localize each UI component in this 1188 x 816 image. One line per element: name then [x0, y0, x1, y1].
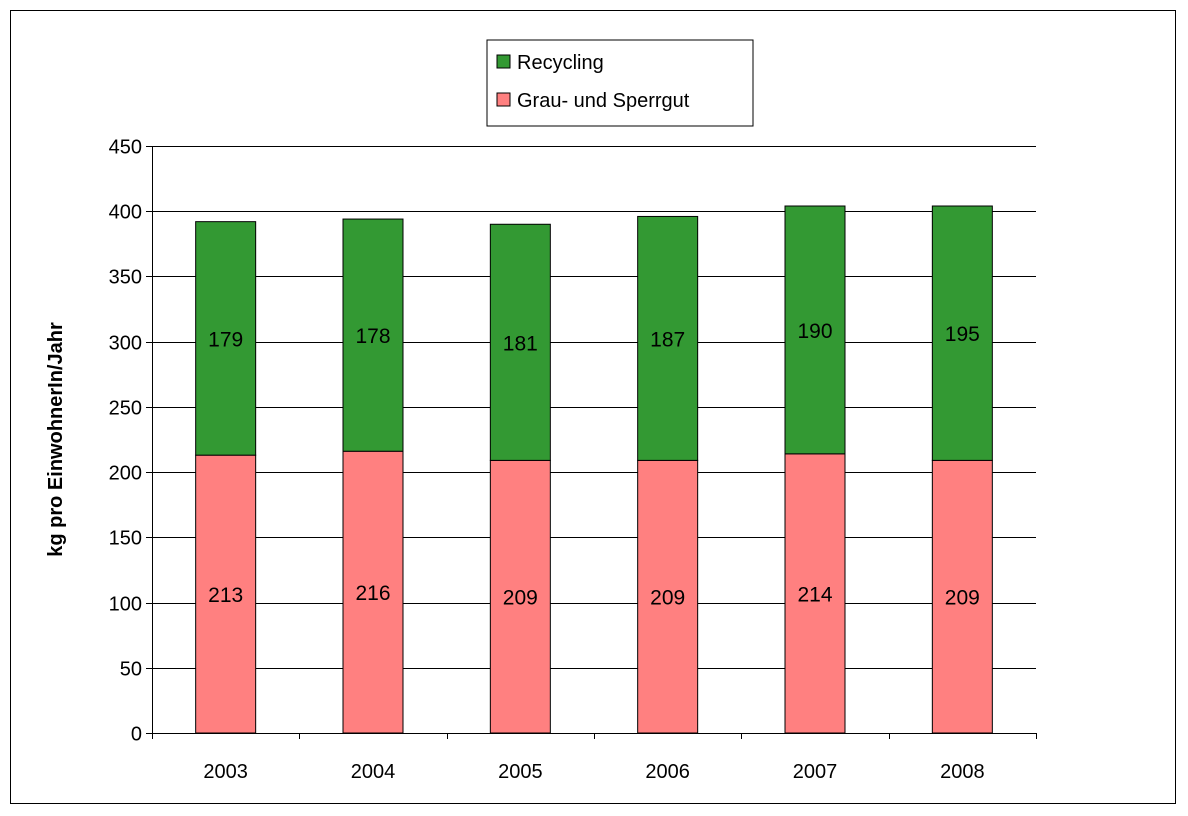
legend-swatch-grau-und-sperrgut — [496, 92, 511, 107]
data-label: 209 — [650, 587, 685, 610]
y-tick-label: 250 — [109, 398, 142, 420]
data-label: 216 — [355, 582, 390, 605]
bar-recycling-2005 — [489, 223, 551, 461]
bar-recycling-2006 — [637, 215, 699, 461]
x-tick-label: 2008 — [940, 761, 985, 783]
bar-grau-und-sperrgut-2007 — [784, 453, 846, 734]
data-label: 181 — [503, 332, 538, 355]
y-tick-label: 400 — [109, 202, 142, 224]
data-label: 195 — [945, 323, 980, 346]
x-tick-label: 2004 — [351, 761, 396, 783]
y-tick-label: 100 — [109, 594, 142, 616]
bar-recycling-2004 — [342, 218, 404, 452]
y-tick-label: 0 — [131, 724, 142, 746]
legend: Recycling Grau- und Sperrgut — [486, 39, 754, 127]
data-label: 214 — [797, 583, 832, 606]
bar-grau-und-sperrgut-2006 — [637, 459, 699, 734]
data-label: 187 — [650, 328, 685, 351]
bars: 213 179 216 178 209 181 209 187 214 190 209 195 — [195, 205, 993, 734]
gridlines — [152, 146, 1036, 733]
y-tick-label: 300 — [109, 333, 142, 355]
data-label: 179 — [208, 328, 243, 351]
axes: 0 50 100 150 200 250 300 350 400 450 2003 2004 2005 2… — [109, 137, 1037, 783]
chart: 213 179 216 178 209 181 209 187 214 190 209 195 0 50… — [10, 10, 1176, 804]
bar-recycling-2007 — [784, 205, 846, 455]
y-tick-label: 450 — [109, 137, 142, 159]
bar-grau-und-sperrgut-2004 — [342, 450, 404, 734]
bar-grau-und-sperrgut-2008 — [931, 459, 993, 734]
data-label: 209 — [503, 587, 538, 610]
legend-label: Recycling — [517, 52, 604, 74]
y-tick-label: 50 — [120, 659, 142, 681]
x-tick-label: 2007 — [793, 761, 838, 783]
legend-label: Grau- und Sperrgut — [517, 90, 690, 112]
legend-box — [486, 39, 754, 127]
bar-grau-und-sperrgut-2005 — [489, 459, 551, 734]
plot-area — [152, 146, 1036, 733]
y-tick-label: 150 — [109, 528, 142, 550]
x-tick-label: 2005 — [498, 761, 543, 783]
data-label: 213 — [208, 584, 243, 607]
legend-swatch-recycling — [496, 54, 511, 69]
bar-recycling-2008 — [931, 205, 993, 461]
x-tick-label: 2003 — [203, 761, 248, 783]
y-tick-label: 350 — [109, 267, 142, 289]
x-tick-label: 2006 — [645, 761, 690, 783]
bar-recycling-2003 — [195, 221, 257, 456]
data-label: 190 — [797, 320, 832, 343]
y-tick-label: 200 — [109, 463, 142, 485]
data-label: 209 — [945, 587, 980, 610]
y-axis-title: kg pro EinwohnerIn/Jahr — [45, 322, 67, 557]
data-label: 178 — [355, 325, 390, 348]
